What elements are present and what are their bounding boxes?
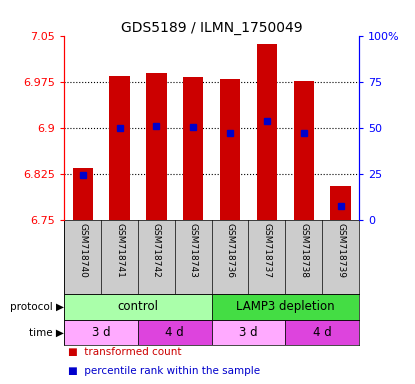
Text: control: control	[117, 300, 159, 313]
Text: time ▶: time ▶	[29, 328, 63, 338]
Bar	[286, 319, 359, 345]
Bar	[212, 319, 286, 345]
Bar	[330, 186, 351, 220]
Bar	[293, 81, 314, 220]
Bar	[146, 73, 166, 220]
Text: 3 d: 3 d	[239, 326, 258, 339]
Text: GSM718737: GSM718737	[262, 222, 271, 278]
Text: ■  percentile rank within the sample: ■ percentile rank within the sample	[68, 366, 261, 376]
Text: GSM718742: GSM718742	[152, 222, 161, 277]
Text: LAMP3 depletion: LAMP3 depletion	[236, 300, 334, 313]
Title: GDS5189 / ILMN_1750049: GDS5189 / ILMN_1750049	[121, 22, 303, 35]
Bar	[138, 319, 212, 345]
Bar	[257, 44, 277, 220]
Text: 3 d: 3 d	[92, 326, 110, 339]
Bar	[212, 294, 359, 319]
Text: GSM718740: GSM718740	[78, 222, 87, 277]
Text: ■  transformed count: ■ transformed count	[68, 347, 182, 357]
Text: protocol ▶: protocol ▶	[10, 302, 63, 312]
Bar	[73, 168, 93, 220]
Text: GSM718738: GSM718738	[299, 222, 308, 278]
Text: GSM718736: GSM718736	[226, 222, 234, 278]
Text: 4 d: 4 d	[313, 326, 332, 339]
Bar	[183, 77, 203, 220]
Bar	[110, 76, 130, 220]
Text: GSM718741: GSM718741	[115, 222, 124, 277]
Text: GSM718743: GSM718743	[189, 222, 198, 277]
Bar	[220, 79, 240, 220]
Text: 4 d: 4 d	[166, 326, 184, 339]
Text: GSM718739: GSM718739	[336, 222, 345, 278]
Bar	[64, 319, 138, 345]
Bar	[64, 294, 212, 319]
